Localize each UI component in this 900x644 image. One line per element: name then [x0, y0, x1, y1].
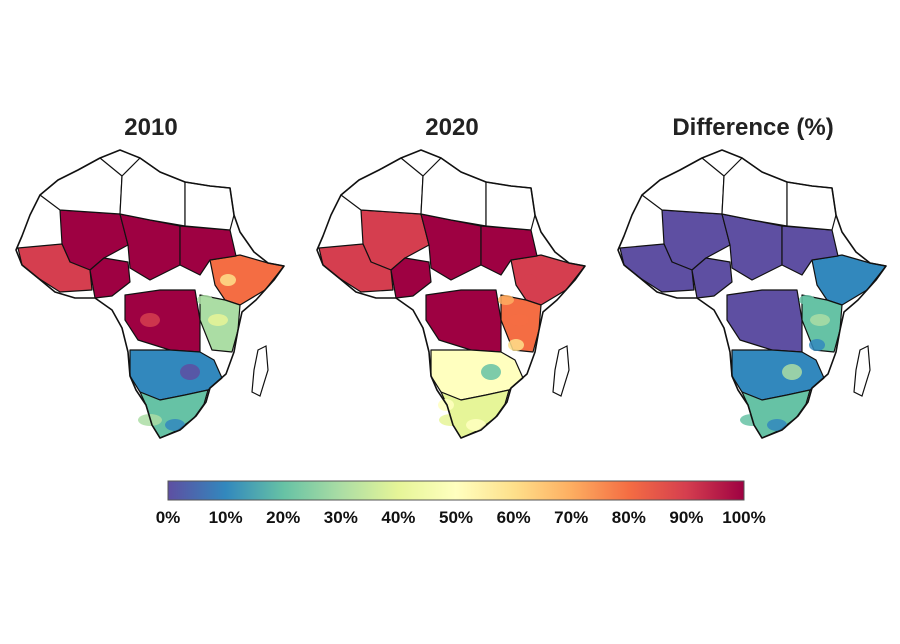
country-region-egypt	[786, 181, 837, 231]
country-region-egypt	[485, 181, 536, 231]
map-panel-2010	[15, 149, 285, 439]
colorbar-tick-label: 70%	[554, 508, 589, 527]
africa-outline	[15, 149, 285, 439]
country-region-north-west	[340, 157, 424, 215]
madagascar-outline	[552, 345, 570, 397]
texture-patch	[220, 274, 236, 286]
texture-patch	[809, 339, 825, 351]
texture-patch	[438, 399, 454, 411]
texture-patch	[810, 314, 830, 326]
texture-patch	[509, 314, 529, 326]
colorbar-tick-label: 30%	[323, 508, 358, 527]
country-region-north-west	[641, 157, 725, 215]
map-panel-2020	[316, 149, 586, 439]
colorbar-tick-label: 10%	[208, 508, 243, 527]
country-region-north-east	[420, 157, 487, 227]
texture-patch	[165, 419, 185, 431]
texture-patch	[180, 364, 200, 380]
texture-patch	[782, 364, 802, 380]
africa-outline	[316, 149, 586, 439]
country-region-central	[425, 289, 502, 353]
texture-patch	[521, 274, 537, 286]
map-panel-difference	[617, 149, 887, 439]
panel-title-2010: 2010	[124, 114, 178, 141]
colorbar-tick-label: 50%	[438, 508, 474, 527]
country-region-north-west	[39, 157, 123, 215]
madagascar-outline	[853, 345, 871, 397]
madagascar-outline	[251, 345, 269, 397]
colorbar	[167, 480, 745, 501]
texture-patch	[466, 419, 486, 431]
colorbar-tick-label: 90%	[669, 508, 704, 527]
texture-patch	[508, 339, 524, 351]
colorbar-tick-label: 80%	[611, 508, 646, 527]
texture-patch	[767, 419, 787, 431]
colorbar-tick-label: 40%	[381, 508, 416, 527]
colorbar-tick-label: 100%	[722, 508, 766, 527]
africa-outline	[617, 149, 887, 439]
texture-patch	[799, 295, 815, 305]
country-region-central	[726, 289, 803, 353]
texture-patch	[498, 295, 514, 305]
colorbar-tick-label: 60%	[496, 508, 531, 527]
texture-patch	[140, 313, 160, 327]
country-region-central	[124, 289, 201, 353]
colorbar-tick-label: 0%	[155, 508, 181, 527]
panel-title-difference: Difference (%)	[672, 114, 834, 141]
texture-patch	[481, 364, 501, 380]
country-region-north-east	[721, 157, 788, 227]
texture-patch	[822, 274, 838, 286]
colorbar-tick-label: 20%	[266, 508, 301, 527]
country-region-egypt	[184, 181, 235, 231]
texture-patch	[197, 295, 213, 305]
texture-patch	[208, 314, 228, 326]
country-region-north-east	[119, 157, 186, 227]
texture-patch	[197, 374, 213, 386]
panel-title-2020: 2020	[425, 114, 479, 141]
